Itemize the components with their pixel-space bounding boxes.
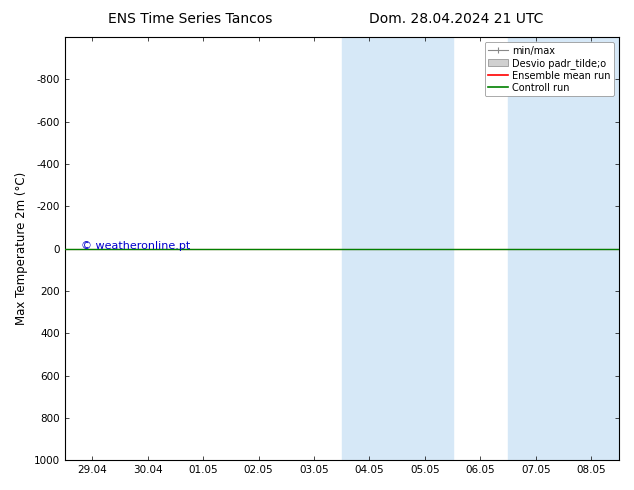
Y-axis label: Max Temperature 2m (°C): Max Temperature 2m (°C) [15, 172, 28, 325]
Bar [508, 37, 619, 460]
Text: ENS Time Series Tancos: ENS Time Series Tancos [108, 12, 273, 26]
Legend: min/max, Desvio padr_tilde;o, Ensemble mean run, Controll run: min/max, Desvio padr_tilde;o, Ensemble m… [484, 42, 614, 97]
Text: © weatheronline.pt: © weatheronline.pt [81, 242, 190, 251]
Bar [342, 37, 453, 460]
Text: Dom. 28.04.2024 21 UTC: Dom. 28.04.2024 21 UTC [369, 12, 544, 26]
